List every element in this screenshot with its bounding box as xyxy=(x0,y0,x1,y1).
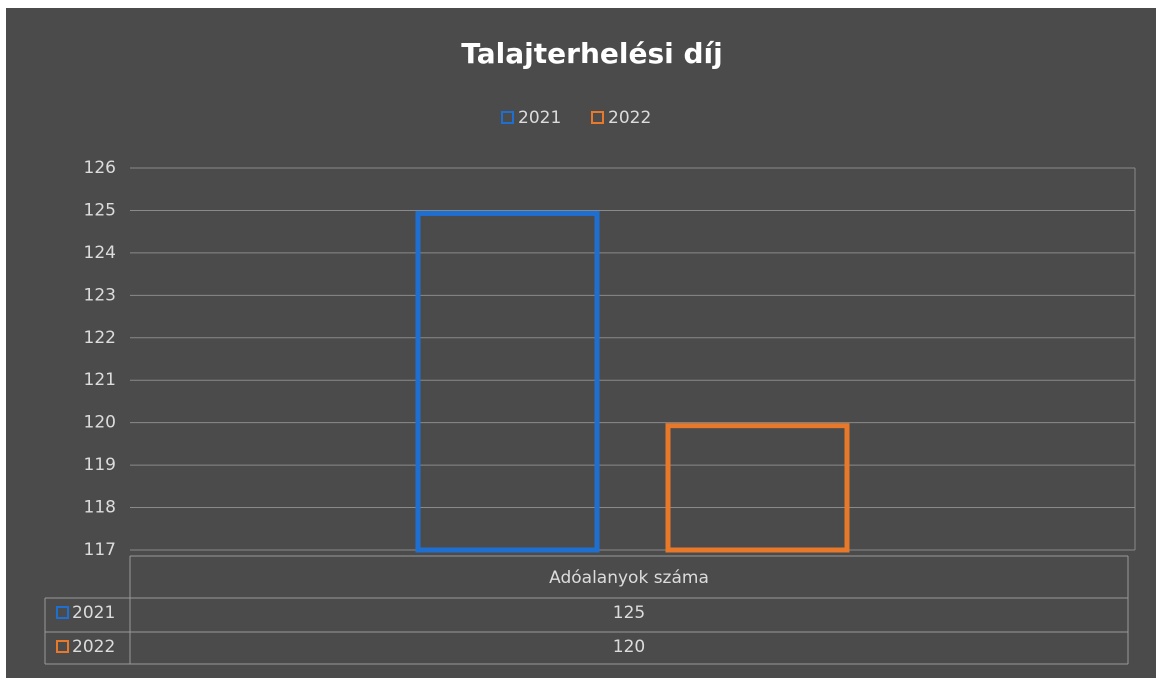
y-tick-label: 126 xyxy=(84,158,116,178)
y-tick-label: 120 xyxy=(84,413,116,433)
table-series-name: 2021 xyxy=(72,603,115,623)
y-tick-label: 119 xyxy=(84,455,116,475)
y-tick-label: 125 xyxy=(84,200,116,220)
table-swatch xyxy=(56,606,69,619)
table-value: 120 xyxy=(613,637,645,657)
y-tick-label: 121 xyxy=(84,370,116,390)
bar xyxy=(665,423,850,553)
bar xyxy=(415,210,600,553)
legend-swatch xyxy=(591,111,604,124)
y-tick-label: 117 xyxy=(84,540,116,560)
chart-background xyxy=(6,8,1156,678)
chart-title: Talajterhelési díj xyxy=(461,37,722,70)
legend-label: 2021 xyxy=(518,108,561,128)
table-header: Adóalanyok száma xyxy=(549,568,709,588)
table-series-name: 2022 xyxy=(72,637,115,657)
table-swatch xyxy=(56,640,69,653)
table-value: 125 xyxy=(613,603,645,623)
legend-label: 2022 xyxy=(608,108,651,128)
y-tick-label: 123 xyxy=(84,285,116,305)
y-tick-label: 124 xyxy=(84,243,116,263)
legend-swatch xyxy=(501,111,514,124)
y-tick-label: 122 xyxy=(84,328,116,348)
y-tick-label: 118 xyxy=(84,498,116,518)
